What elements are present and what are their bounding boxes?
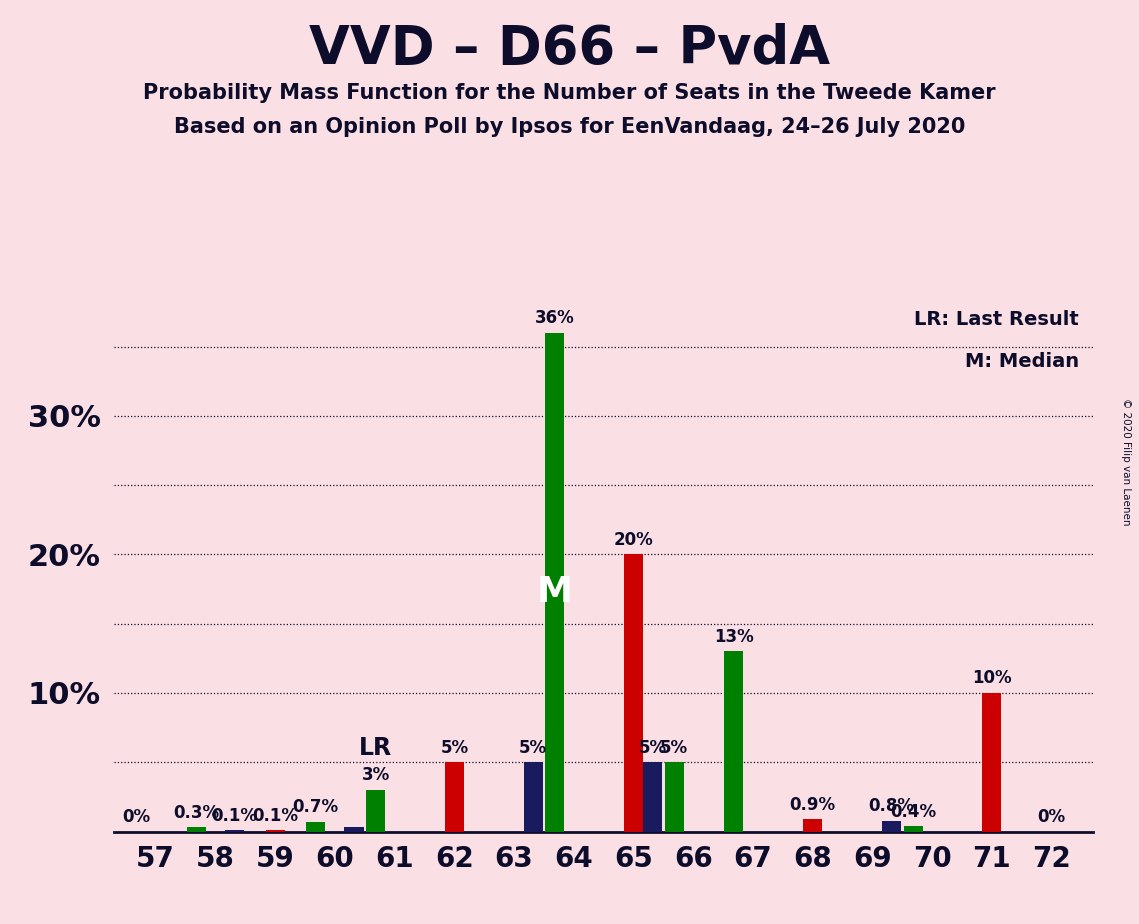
Text: 13%: 13% <box>714 628 754 646</box>
Text: Probability Mass Function for the Number of Seats in the Tweede Kamer: Probability Mass Function for the Number… <box>144 83 995 103</box>
Text: LR: LR <box>359 736 392 760</box>
Bar <box>982 693 1001 832</box>
Bar <box>546 333 564 832</box>
Text: 5%: 5% <box>661 739 688 757</box>
Bar <box>445 762 464 832</box>
Bar <box>903 826 923 832</box>
Text: 0.1%: 0.1% <box>252 807 298 824</box>
Text: 3%: 3% <box>361 767 390 784</box>
Bar <box>644 762 662 832</box>
Text: 0.3%: 0.3% <box>173 804 220 822</box>
Bar <box>344 828 363 832</box>
Bar <box>803 819 822 832</box>
Text: 0%: 0% <box>1038 808 1066 826</box>
Text: 0.7%: 0.7% <box>293 798 338 817</box>
Text: 10%: 10% <box>972 670 1011 687</box>
Text: 5%: 5% <box>441 739 468 757</box>
Text: Based on an Opinion Poll by Ipsos for EenVandaag, 24–26 July 2020: Based on an Opinion Poll by Ipsos for Ee… <box>174 117 965 138</box>
Text: 20%: 20% <box>614 531 654 549</box>
Text: 5%: 5% <box>639 739 666 757</box>
Text: M: M <box>536 575 573 609</box>
Text: 36%: 36% <box>535 310 574 327</box>
Bar <box>624 554 644 832</box>
Bar <box>724 651 744 832</box>
Text: M: Median: M: Median <box>965 352 1079 371</box>
Text: 5%: 5% <box>519 739 547 757</box>
Text: 0%: 0% <box>123 808 150 826</box>
Bar <box>524 762 543 832</box>
Bar <box>187 828 206 832</box>
Text: 0.8%: 0.8% <box>869 797 915 815</box>
Bar <box>226 830 244 832</box>
Bar <box>306 822 326 832</box>
Bar <box>366 790 385 832</box>
Text: VVD – D66 – PvdA: VVD – D66 – PvdA <box>309 23 830 75</box>
Text: © 2020 Filip van Laenen: © 2020 Filip van Laenen <box>1121 398 1131 526</box>
Text: 0.1%: 0.1% <box>212 807 257 824</box>
Bar <box>664 762 683 832</box>
Bar <box>882 821 901 832</box>
Bar <box>265 830 285 832</box>
Text: 0.4%: 0.4% <box>890 803 936 821</box>
Text: LR: Last Result: LR: Last Result <box>913 310 1079 329</box>
Text: 0.9%: 0.9% <box>789 796 836 813</box>
